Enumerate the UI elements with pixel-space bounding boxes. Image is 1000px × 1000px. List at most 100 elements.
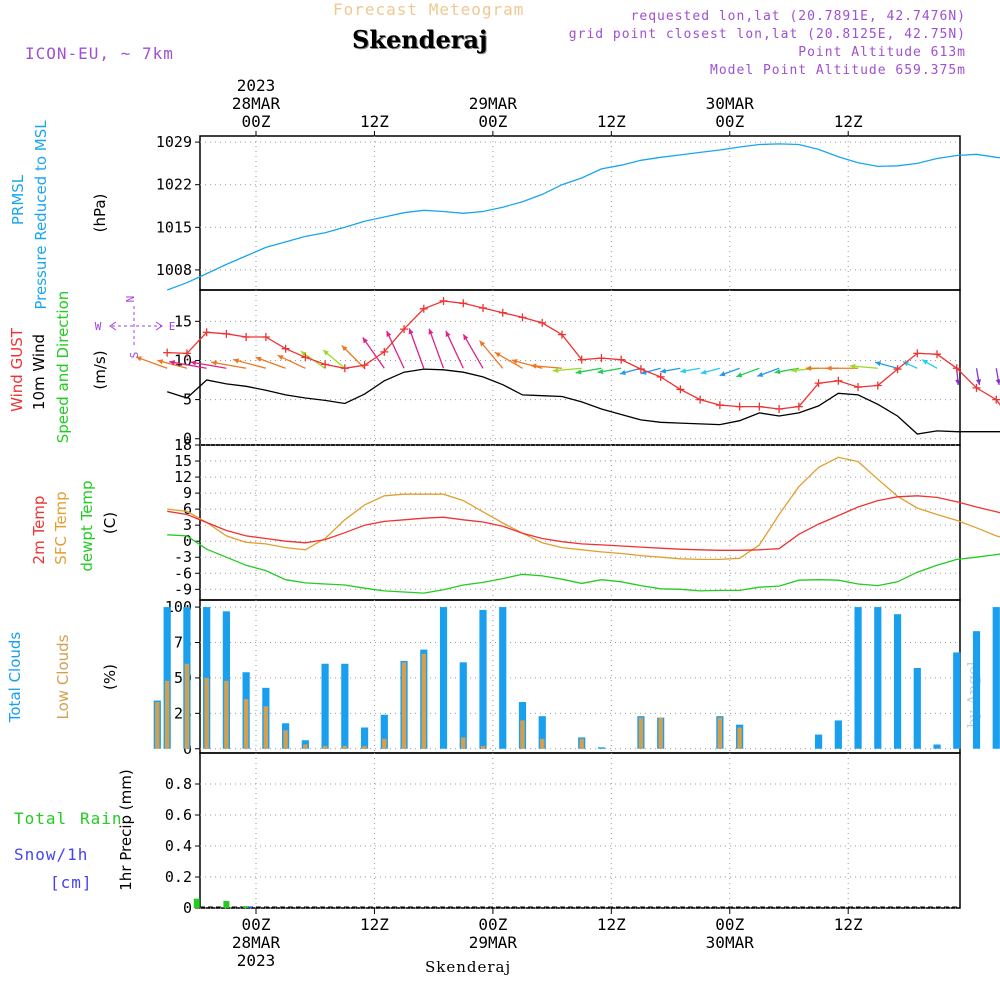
point-altitude: Point Altitude 613m	[798, 45, 966, 60]
wind-speed-direction-label: Speed and Direction	[54, 291, 72, 444]
legend-snow-unit: [cm]	[50, 873, 93, 892]
wind-gust-marker	[735, 402, 744, 411]
precip-panel-frame	[199, 752, 961, 909]
wind-gust-marker	[222, 329, 231, 338]
wind-arrow-head	[680, 368, 687, 374]
location-title: Skenderaj	[352, 25, 488, 54]
wind-gust-marker	[656, 372, 665, 381]
total-clouds-bar	[459, 662, 467, 749]
total-clouds-bar	[538, 716, 546, 749]
wind-gust-marker	[419, 304, 428, 313]
top-time-label: 30MAR	[706, 94, 755, 113]
wind-arrow-head	[511, 358, 518, 365]
precip-ytick-label: 0.4	[165, 837, 192, 855]
top-time-label: 00Z	[715, 112, 744, 131]
wind-gust-marker	[518, 313, 527, 322]
low-clouds-bar	[204, 677, 209, 749]
wind-arrow-head	[955, 379, 961, 386]
sfc-temp-label: SFC Temp	[52, 491, 70, 564]
wind-arrow-head	[408, 328, 414, 335]
wind-arrow-head	[619, 369, 626, 376]
wind-direction-arrow	[135, 356, 168, 369]
rain-bar	[193, 898, 200, 908]
temperature-ytick-label: 3	[183, 516, 192, 534]
top-time-label: 28MAR	[232, 94, 281, 113]
low-clouds-bar	[243, 699, 249, 749]
wind-10m-line	[167, 368, 1000, 435]
wind-ytick-label: 5	[183, 391, 192, 409]
wind-gust-marker	[814, 379, 823, 388]
temp-2m-label: 2m Temp	[30, 496, 48, 565]
wind-gust-marker	[854, 383, 863, 392]
wind-arrow-head	[494, 352, 501, 358]
compass-arrow-e	[155, 321, 163, 331]
total-clouds-bar	[439, 607, 448, 749]
compass-arrow-w	[109, 321, 117, 331]
pressure-line	[166, 143, 1000, 291]
bottom-time-label: 2023	[237, 951, 276, 970]
wind-arrow-head	[300, 351, 307, 357]
pressure-ytick-label: 1008	[156, 261, 192, 279]
wind-gust-marker	[479, 304, 488, 313]
wind-arrow-head	[190, 360, 197, 366]
wind-arrow-head	[791, 367, 797, 373]
total-clouds-bar	[341, 663, 349, 749]
low-clouds-bar	[540, 738, 545, 749]
top-time-label: 00Z	[478, 112, 507, 131]
wind-direction-arrow	[386, 330, 405, 369]
total-clouds-bar	[953, 652, 961, 749]
top-time-label: 12Z	[360, 112, 389, 131]
wind-arrow-head	[875, 361, 881, 367]
wind-direction-arrow	[362, 337, 385, 369]
wind-direction-arrow	[408, 328, 425, 369]
pressure-ytick-label: 1015	[156, 218, 192, 236]
wind-arrow-head	[135, 356, 142, 362]
wind-arrow-head	[157, 359, 164, 365]
wind-arrow-head	[719, 371, 726, 377]
wind-gust-marker	[557, 330, 566, 339]
dewpt-temp-label: dewpt Temp	[78, 480, 96, 571]
wind-gust-marker	[696, 395, 705, 404]
compass-n-label: N	[124, 296, 137, 303]
wind-arrow-head	[736, 372, 743, 378]
wind-arrow-head	[255, 356, 262, 362]
legend-rain: Rain	[80, 809, 123, 828]
low-clouds-bar	[263, 706, 269, 749]
compass-s-label: S	[128, 352, 141, 359]
temperature-ytick-label: 6	[183, 500, 192, 518]
wind-gust-marker	[261, 332, 270, 341]
model-altitude: Model Point Altitude 659.375m	[710, 63, 966, 78]
low-clouds-bar	[342, 745, 348, 749]
pressure-ytick-label: 1022	[156, 176, 192, 194]
low-clouds-bar	[224, 680, 229, 749]
temperature-panel-frame	[199, 444, 961, 601]
wind-arrow-head	[445, 330, 451, 337]
wind-gust-marker	[439, 296, 448, 305]
wind-arrow-head	[233, 358, 240, 364]
wind-gust-marker	[755, 402, 764, 411]
low-clouds-bar	[520, 720, 525, 749]
wind-gust-marker	[163, 348, 172, 357]
top-time-label: 12Z	[597, 112, 626, 131]
wind-arrow-head	[552, 367, 559, 373]
requested-coords: requested lon,lat (20.7891E, 42.7476N)	[630, 9, 966, 24]
meteogram-title: Forecast Meteogram	[333, 0, 525, 19]
temp-2m-line	[167, 495, 1000, 551]
wind-gust-marker	[972, 383, 981, 392]
precip-ytick-label: 0.8	[165, 775, 192, 793]
total-clouds-bar	[854, 607, 862, 749]
low-clouds-bar	[480, 745, 486, 749]
low-clouds-bar	[638, 717, 644, 749]
wind-gust-marker	[400, 325, 409, 334]
total-clouds-bar	[163, 607, 171, 749]
pressure-ytick-label: 1029	[156, 133, 192, 151]
precip-ytick-label: 0.2	[165, 868, 192, 886]
low-clouds-bar	[579, 738, 584, 749]
wind-arrow-head	[902, 361, 909, 367]
precip-ytick-label: 0	[183, 899, 192, 917]
wind-gust-marker	[952, 364, 961, 373]
wind-gust-marker	[913, 349, 922, 358]
total-clouds-bar	[972, 631, 981, 749]
total-clouds-bar	[874, 607, 882, 749]
